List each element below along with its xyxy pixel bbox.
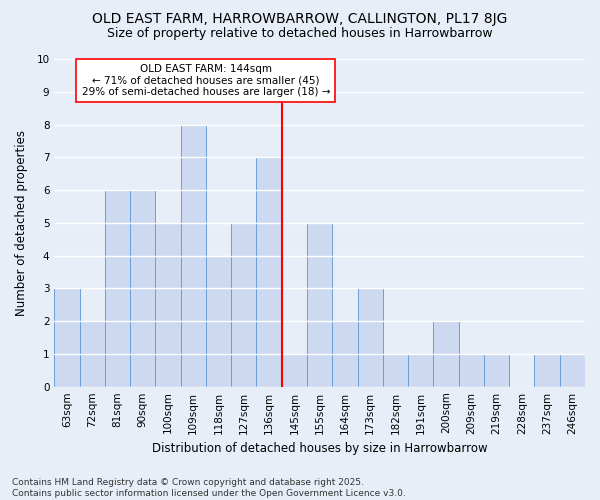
- Bar: [332, 321, 358, 386]
- Bar: [383, 354, 408, 386]
- Text: Size of property relative to detached houses in Harrowbarrow: Size of property relative to detached ho…: [107, 28, 493, 40]
- Bar: [80, 321, 105, 386]
- Bar: [560, 354, 585, 386]
- Bar: [181, 124, 206, 386]
- Text: OLD EAST FARM, HARROWBARROW, CALLINGTON, PL17 8JG: OLD EAST FARM, HARROWBARROW, CALLINGTON,…: [92, 12, 508, 26]
- X-axis label: Distribution of detached houses by size in Harrowbarrow: Distribution of detached houses by size …: [152, 442, 487, 455]
- Bar: [282, 354, 307, 386]
- Bar: [484, 354, 509, 386]
- Text: OLD EAST FARM: 144sqm
← 71% of detached houses are smaller (45)
29% of semi-deta: OLD EAST FARM: 144sqm ← 71% of detached …: [82, 64, 330, 97]
- Bar: [105, 190, 130, 386]
- Text: Contains HM Land Registry data © Crown copyright and database right 2025.
Contai: Contains HM Land Registry data © Crown c…: [12, 478, 406, 498]
- Y-axis label: Number of detached properties: Number of detached properties: [15, 130, 28, 316]
- Bar: [155, 223, 181, 386]
- Bar: [433, 321, 458, 386]
- Bar: [408, 354, 433, 386]
- Bar: [256, 158, 282, 386]
- Bar: [231, 223, 256, 386]
- Bar: [130, 190, 155, 386]
- Bar: [458, 354, 484, 386]
- Bar: [55, 288, 80, 386]
- Bar: [535, 354, 560, 386]
- Bar: [307, 223, 332, 386]
- Bar: [358, 288, 383, 386]
- Bar: [206, 256, 231, 386]
